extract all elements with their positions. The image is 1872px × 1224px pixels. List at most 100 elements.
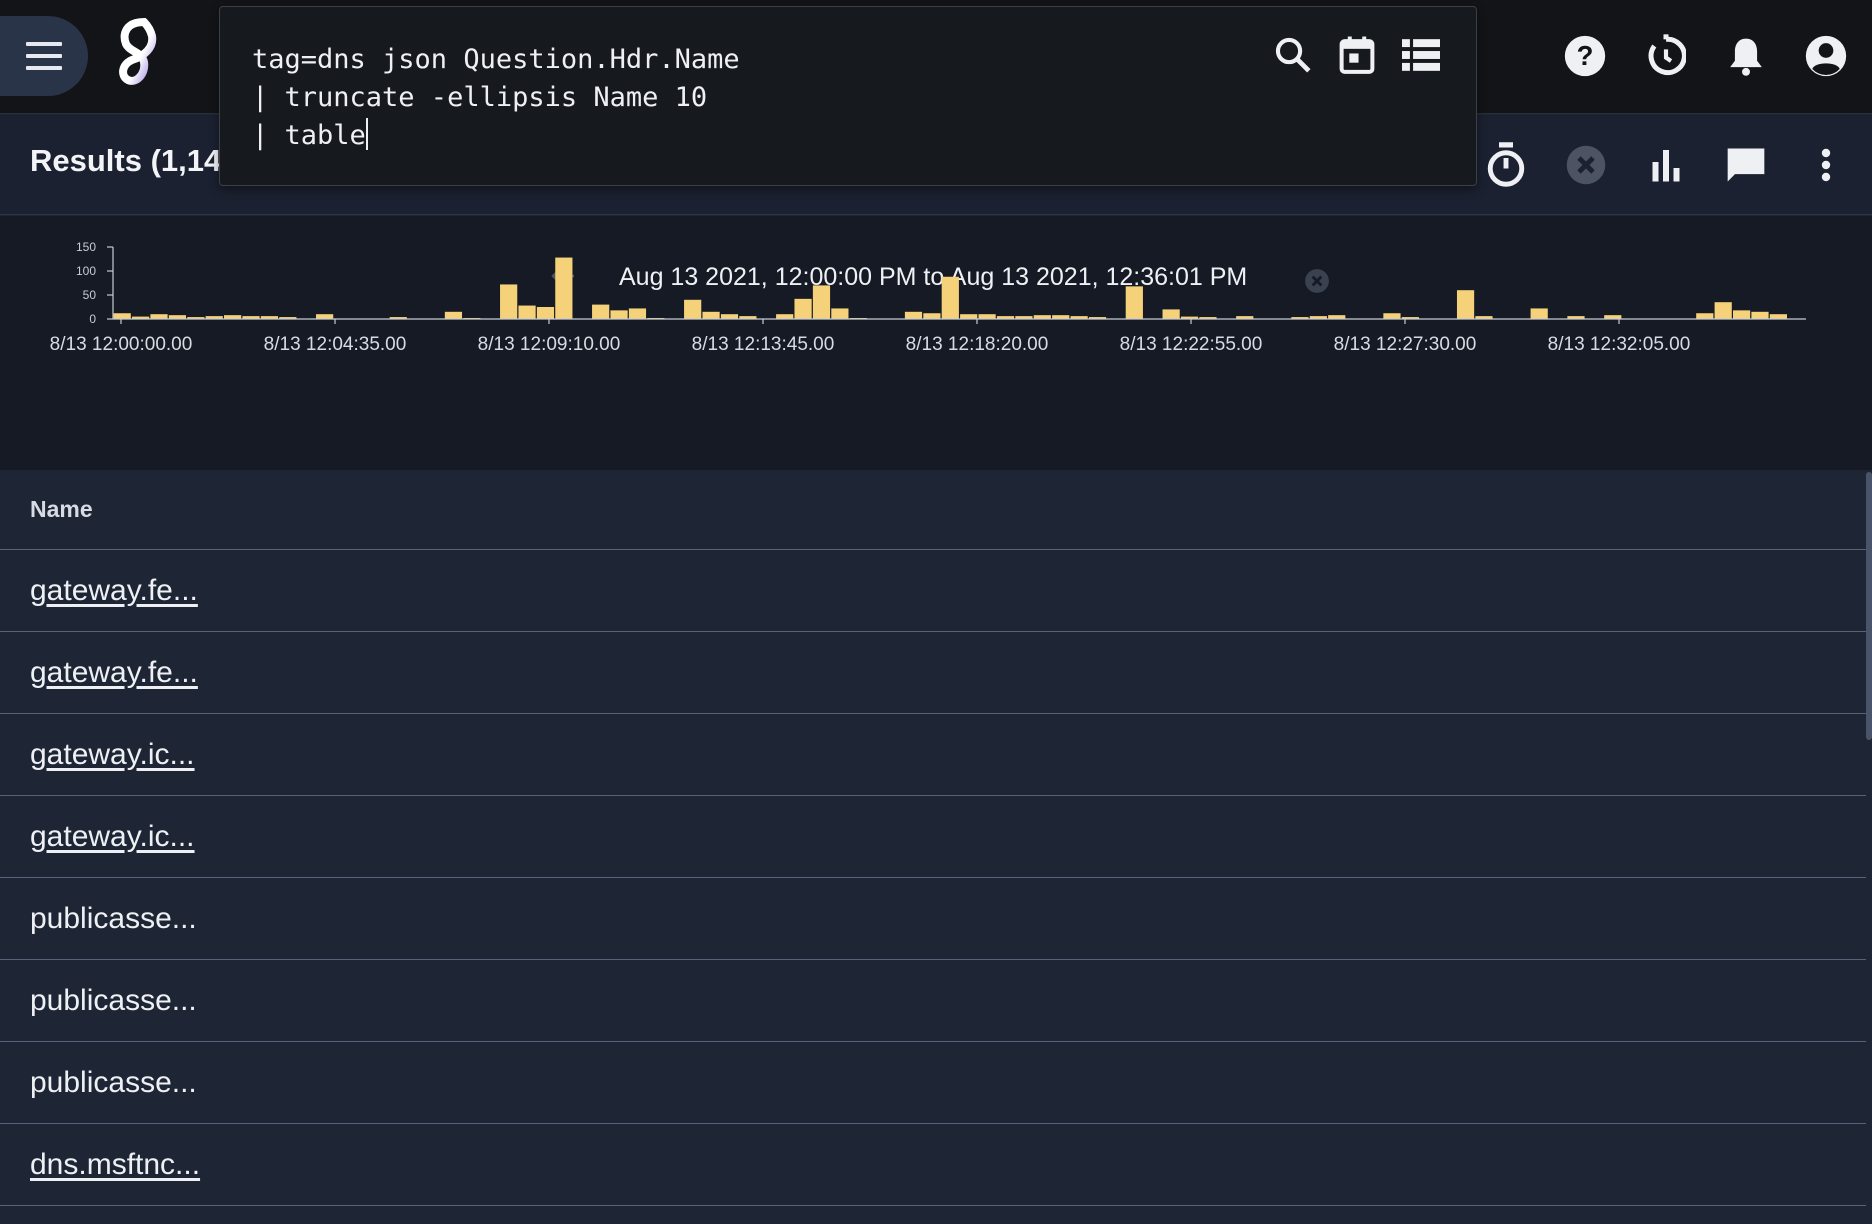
histogram-bar [978, 314, 996, 319]
histogram-bar [205, 316, 223, 319]
histogram-bar [794, 298, 812, 319]
menu-button[interactable] [0, 16, 88, 96]
histogram-bar [831, 308, 849, 319]
histogram-bar [1751, 311, 1769, 319]
help-button[interactable]: ? [1557, 28, 1613, 84]
histogram-bar [1236, 316, 1254, 319]
histogram-bar [1309, 316, 1327, 319]
row-name-cell[interactable]: gateway.ic... [30, 737, 195, 771]
histogram-bar [941, 276, 959, 319]
results-title: Results (1,14 [30, 143, 222, 178]
table-row[interactable]: publicasse... [0, 960, 1866, 1042]
histogram-bar [316, 314, 334, 319]
row-name-cell: publicasse... [30, 1065, 197, 1099]
histogram-bar [996, 316, 1015, 319]
histogram-bar [1052, 315, 1070, 319]
table-row[interactable]: gateway.ic... [0, 796, 1866, 878]
column-header-name[interactable]: Name [0, 470, 1866, 550]
notifications-button[interactable] [1718, 28, 1774, 84]
table-row[interactable]: gateway.fe... [0, 632, 1866, 714]
scrollbar-track[interactable] [1866, 470, 1872, 1224]
histogram-bar [720, 314, 739, 319]
query-text[interactable]: tag=dns json Question.Hdr.Name | truncat… [252, 41, 740, 155]
histogram-bar [168, 315, 187, 319]
svg-text:?: ? [1577, 40, 1594, 71]
x-tick-label: 8/13 12:13:45.00 [692, 334, 835, 355]
histogram-bar [1015, 316, 1033, 319]
histogram-bar [187, 317, 205, 319]
query-editor[interactable]: tag=dns json Question.Hdr.Name | truncat… [219, 6, 1477, 186]
histogram-bar [555, 257, 573, 319]
history-button[interactable] [1638, 28, 1694, 84]
histogram-bar [1567, 316, 1585, 319]
histogram-bar [242, 316, 260, 319]
histogram-bar [923, 313, 941, 319]
table-row[interactable]: publicasse... [0, 1042, 1866, 1124]
histogram-bar [904, 311, 923, 319]
gravwell-logo[interactable] [112, 18, 164, 94]
timeframe-label: Aug 13 2021, 12:00:00 PM to Aug 13 2021,… [619, 263, 1248, 291]
row-name-cell[interactable]: gateway.fe... [30, 655, 198, 689]
search-button[interactable] [1265, 27, 1321, 83]
histogram-bar [1769, 314, 1787, 319]
help-icon: ? [1564, 35, 1606, 77]
y-tick-label: 100 [76, 264, 96, 278]
more-options-button[interactable] [1798, 137, 1854, 193]
calendar-icon [1339, 36, 1375, 74]
overview-panel: Aug 13 2021, 12:00:00 PM to Aug 13 2021,… [0, 216, 1872, 470]
cancel-search-button[interactable] [1558, 137, 1614, 193]
chart-button[interactable] [1638, 137, 1694, 193]
histogram-bar [279, 317, 297, 319]
timer-button[interactable] [1478, 137, 1534, 193]
histogram-bar [1696, 313, 1714, 319]
histogram-bar [960, 314, 978, 319]
list-icon [1402, 39, 1440, 71]
more-vert-icon [1821, 148, 1831, 182]
scrollbar-thumb[interactable] [1866, 472, 1872, 740]
timer-icon [1487, 142, 1525, 187]
histogram-bar [812, 285, 831, 319]
x-tick-label: 8/13 12:27:30.00 [1334, 334, 1477, 355]
search-icon [1275, 37, 1311, 73]
histogram-bar [610, 310, 628, 319]
histogram-bar [739, 316, 757, 319]
histogram-bar [1604, 315, 1622, 319]
histogram-bar [444, 311, 463, 319]
table-row[interactable]: gateway.fe... [0, 550, 1866, 632]
histogram-bar [536, 307, 555, 319]
row-name-cell[interactable]: gateway.ic... [30, 819, 195, 853]
row-name-cell[interactable]: dns.msftnc... [30, 1147, 201, 1181]
row-name-cell: publicasse... [30, 983, 197, 1017]
histogram-bar [260, 316, 279, 319]
x-tick-label: 8/13 12:22:55.00 [1120, 334, 1263, 355]
overview-chart[interactable]: 150 100 50 0 8/13 12:00:00.00 8/13 12:04:35.0… [0, 216, 1872, 470]
histogram-bar [1401, 317, 1419, 319]
comment-icon [1727, 148, 1765, 182]
text-caret [365, 118, 368, 150]
row-name-cell: publicasse... [30, 901, 197, 935]
histogram-bar [224, 315, 242, 319]
histogram-bar [592, 304, 610, 319]
account-icon [1805, 35, 1847, 77]
x-tick-label: 8/13 12:04:35.00 [264, 334, 407, 355]
table-row[interactable]: gateway.ic... [0, 714, 1866, 796]
histogram-bar [776, 314, 794, 319]
timeframe-button[interactable] [1329, 27, 1385, 83]
histogram-bar [628, 308, 647, 319]
comment-button[interactable] [1718, 137, 1774, 193]
histogram-bar [702, 311, 720, 319]
histogram-bar [1732, 310, 1751, 319]
query-line-1: tag=dns json Question.Hdr.Name [252, 44, 740, 75]
y-tick-label: 150 [76, 240, 96, 254]
account-button[interactable] [1798, 28, 1854, 84]
query-library-button[interactable] [1393, 27, 1449, 83]
results-table: Name gateway.fe... gateway.fe... gateway.i… [0, 470, 1866, 1224]
table-row[interactable]: publicasse... [0, 878, 1866, 960]
close-circle-icon[interactable] [1304, 268, 1330, 294]
histogram-bar [1162, 309, 1180, 319]
row-name-cell[interactable]: gateway.fe... [30, 573, 198, 607]
histogram-bar [389, 317, 407, 319]
y-tick-label: 50 [83, 288, 97, 302]
histogram-bar [1714, 302, 1732, 319]
table-row[interactable]: dns.msftnc... [0, 1124, 1866, 1206]
